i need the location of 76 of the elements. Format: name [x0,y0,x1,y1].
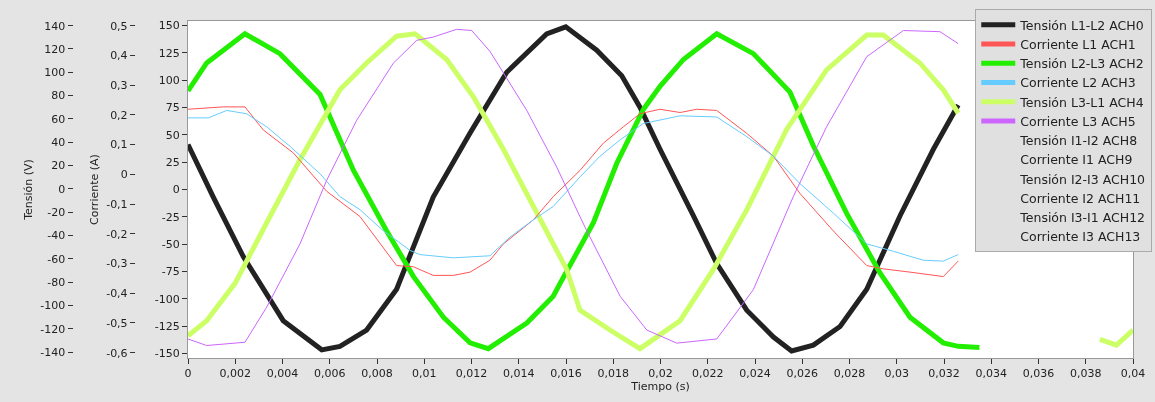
legend-label: Corriente L2 ACH3 [1020,75,1136,91]
y3-tick-label: 0 [120,168,128,182]
x-tick-label: 0,032 [928,367,960,381]
y2-tick-label: 0 [58,182,66,196]
y2-tick-label: -140 [40,346,66,360]
y3-tick-label: -0,6 [106,346,128,360]
x-tick-label: 0,016 [550,367,582,381]
legend-label: Corriente L3 ACH5 [1020,113,1136,129]
x-tick-label: 0,008 [361,367,393,381]
legend-label: Tensión L1-L2 ACH0 [1019,17,1144,33]
text: Corriente I2 ACH11 [1020,190,1141,206]
x-tick-label: 0,02 [648,367,673,381]
y-tick-label: 100 [158,73,180,87]
y3-tick-label: -0,1 [106,197,128,211]
x-tick-label: 0,028 [833,367,866,381]
y3-tick-label: 0,1 [110,138,128,152]
y2-tick-label: -120 [40,322,66,336]
text: Corriente I3 ACH13 [1020,229,1141,245]
text: Tensión I3-I1 ACH12 [1019,210,1146,226]
y3-tick-label: -0,4 [106,287,128,301]
x-tick-label: 0,002 [219,367,251,381]
text: Tensión I2-I3 ACH10 [1019,171,1146,187]
y2-tick-label: 40 [51,136,66,150]
x-tick-label: 0,03 [884,367,909,381]
y3-tick-label: 0,2 [110,108,128,122]
y2-axis-title: Tensión (V) [21,159,35,221]
y2-tick-label: -100 [40,299,66,313]
y-tick-label: 50 [165,128,180,142]
y-tick-label: 75 [165,101,180,115]
y-tick-label: -125 [154,320,180,334]
y2-tick-label: 100 [44,66,66,80]
y3-tick-label: -0,5 [106,316,128,330]
y-tick-label: 150 [158,19,180,33]
y2-tick-label: -40 [47,229,66,243]
y-tick-label: -75 [161,265,180,279]
y3-tick-label: -0,3 [106,257,128,271]
text: Tensión I1-I2 ACH8 [1019,133,1138,149]
x-tick-label: 0,026 [786,367,818,381]
x-tick-label: 0,018 [597,367,629,381]
y2-tick-label: -60 [47,252,66,266]
legend-label: Corriente L1 ACH1 [1020,36,1136,52]
y-tick-label: -100 [154,292,180,306]
x-tick-label: 0,006 [314,367,346,381]
y-tick-label: 0 [172,183,180,197]
y3-axis-title: Corriente (A) [87,154,101,225]
x-tick-label: 0,022 [692,367,724,381]
y3-tick-label: -0,2 [106,227,128,241]
y2-tick-label: 120 [44,42,66,56]
x-tick-label: 0,004 [266,367,299,381]
y3-tick-label: 0,5 [110,19,128,33]
y-tick-label: -25 [161,210,180,224]
y-tick-label: 125 [158,46,180,60]
y-tick-label: 25 [165,156,180,169]
legend-label: Tensión L3-L1 ACH4 [1019,94,1144,110]
x-tick-label: 0,034 [975,367,1007,381]
y-tick-label: -50 [161,238,180,252]
y2-tick-label: 60 [51,112,66,126]
x-tick-label: 0,012 [455,367,488,381]
x-tick-label: 0,038 [1070,367,1102,381]
y-tick-label: -150 [154,347,180,361]
legend-label: Tensión L2-L3 ACH2 [1019,56,1144,72]
x-tick-label: 0,04 [1120,367,1146,381]
y2-tick-label: 80 [51,89,66,103]
x-axis-title: Tiempo (s) [630,380,690,394]
x-tick-label: 0,01 [412,367,437,381]
y2-tick-label: 140 [44,19,66,33]
x-tick-label: 0,036 [1022,367,1055,381]
y3-tick-label: 0,4 [110,49,128,63]
x-tick-label: 0 [184,367,192,381]
y2-tick-label: 20 [51,159,66,173]
y2-tick-label: -20 [47,206,66,220]
text: Corriente I1 ACH9 [1020,152,1133,168]
y3-tick-label: 0,3 [110,79,128,93]
x-tick-label: 0,014 [503,367,535,381]
y2-tick-label: -80 [47,276,66,290]
x-tick-label: 0,024 [739,367,771,381]
